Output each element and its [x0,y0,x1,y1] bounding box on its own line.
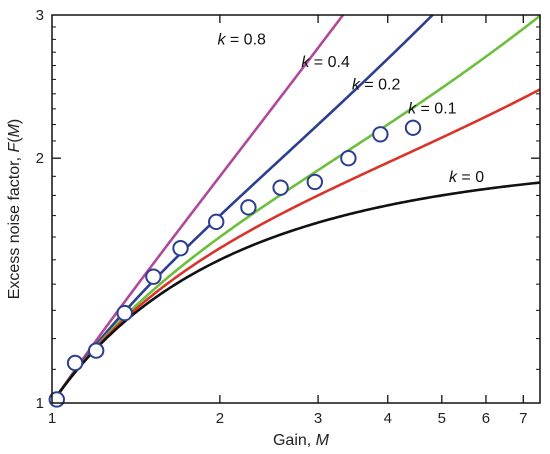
series-label-k-0.2: k = 0.2 [352,76,401,93]
series-line-k-0.4 [52,15,435,403]
x-tick-label: 7 [519,410,527,427]
data-point [116,304,133,322]
x-axis-title-var: M [316,432,330,449]
x-axis-title-text: Gain, [273,432,316,449]
x-tick-label: 5 [438,410,446,427]
series-line-k-0.8 [52,15,345,403]
data-point [372,126,389,143]
x-tick-label: 3 [314,410,322,427]
y-tick-label: 2 [36,150,44,167]
series-label-k-0.1: k = 0.1 [408,100,457,117]
data-point [306,173,324,191]
data-point [208,213,225,231]
x-tick-label: 6 [482,410,490,427]
plot-frame [51,14,541,404]
data-point [272,179,289,196]
x-axis-title: Gain, M [273,432,330,449]
axis-ticks [52,15,540,403]
data-point [340,149,357,167]
series-line-k-0.1 [52,88,540,403]
x-tick-label: 1 [48,410,56,427]
data-point [404,119,422,136]
y-axis-title-close: ) [6,119,23,124]
series-line-k-0.2 [52,15,540,403]
y-axis-title-text: Excess noise factor, [6,153,23,300]
y-tick-label: 1 [36,395,44,412]
curves [52,15,540,403]
y-axis-title-open: ( [6,137,23,143]
tick-labels: 1 2 3 4 5 6 7 1 2 3 [36,7,528,427]
data-point [240,199,257,216]
x-tick-label: 2 [216,410,224,427]
series-label-k-0: k = 0 [449,169,484,186]
series-label-k-0.4: k = 0.4 [301,54,350,71]
measured-points [48,119,422,408]
x-tick-label: 4 [384,410,392,427]
series-line-k-0 [52,181,540,403]
y-axis-title: Excess noise factor, F(M) [6,119,23,300]
y-axis-title-var: F [6,142,23,153]
data-point [66,354,84,372]
data-point [145,268,162,285]
y-tick-label: 3 [36,7,44,24]
data-point [172,240,189,257]
series-label-k-0.8: k = 0.8 [217,31,266,48]
curve-labels: k = 0.8 k = 0.4k = 0.2 k = 0.1 k = 0 [217,31,484,185]
data-point [87,342,105,359]
y-axis-title-arg: M [6,123,23,137]
